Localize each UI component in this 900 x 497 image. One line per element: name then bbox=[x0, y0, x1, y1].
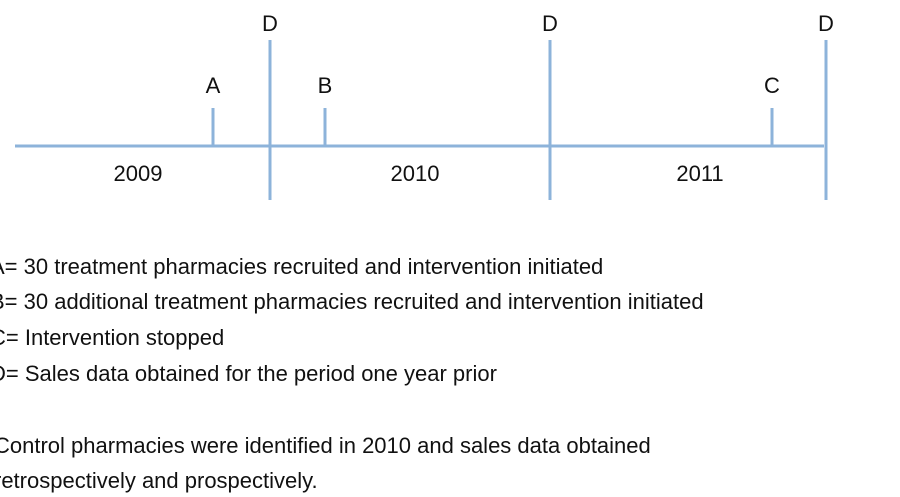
year-label: 2010 bbox=[391, 161, 440, 186]
legend-line: C= Intervention stopped bbox=[0, 325, 224, 350]
note-line: Control pharmacies were identified in 20… bbox=[0, 433, 651, 458]
marker-label: D bbox=[542, 11, 558, 36]
marker-label: C bbox=[764, 73, 780, 98]
marker-label: D bbox=[262, 11, 278, 36]
marker-label: A bbox=[206, 73, 221, 98]
marker-label: B bbox=[318, 73, 333, 98]
year-label: 2011 bbox=[676, 161, 723, 186]
legend-line: A= 30 treatment pharmacies recruited and… bbox=[0, 254, 603, 279]
legend-line: D= Sales data obtained for the period on… bbox=[0, 361, 497, 386]
note-line: retrospectively and prospectively. bbox=[0, 468, 318, 493]
marker-label: D bbox=[818, 11, 834, 36]
year-label: 2009 bbox=[114, 161, 163, 186]
legend-line: B= 30 additional treatment pharmacies re… bbox=[0, 289, 704, 314]
